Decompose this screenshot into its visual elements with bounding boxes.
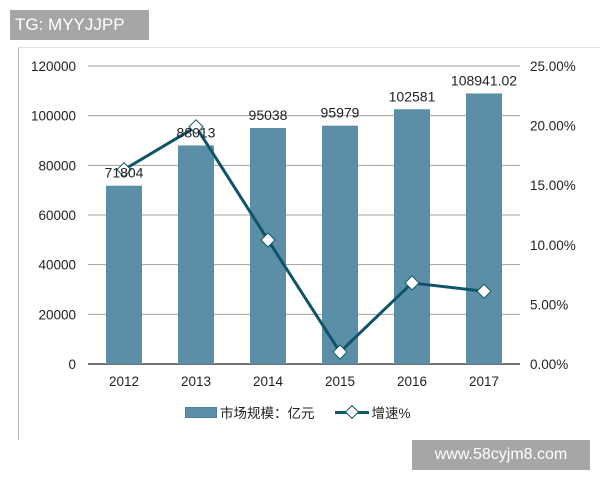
diamond-marker-icon — [260, 232, 276, 248]
x-tick-label: 2013 — [181, 374, 211, 389]
y-left-tick: 100000 — [31, 109, 76, 124]
bar — [178, 145, 214, 364]
growth-line — [123, 125, 485, 354]
diamond-marker-icon — [476, 283, 492, 299]
chart-frame — [18, 47, 600, 440]
y-right-tick: 25.00% — [530, 59, 576, 74]
legend-line-swatch — [334, 404, 369, 420]
bar — [322, 125, 358, 364]
diamond-marker-icon — [188, 119, 204, 135]
y-right-tick: 15.00% — [530, 178, 576, 193]
bar — [106, 185, 142, 364]
bar — [394, 109, 430, 364]
y-right-tick: 0.00% — [530, 357, 568, 372]
bar-value-label: 71804 — [105, 165, 144, 181]
legend-bar-label: 市场规模：亿元 — [220, 406, 315, 421]
x-tick-label: 2012 — [109, 374, 139, 389]
y-left-tick: 60000 — [38, 208, 76, 223]
y-right-tick: 5.00% — [530, 297, 568, 312]
y-right-tick: 20.00% — [530, 119, 576, 134]
y-right-tick: 10.00% — [530, 238, 576, 253]
y-left-tick: 120000 — [31, 59, 76, 74]
chart-legend: 市场规模：亿元 增速% — [185, 402, 411, 422]
bar-value-label: 88013 — [177, 124, 216, 140]
bar-value-label: 102581 — [389, 88, 436, 104]
x-tick-label: 2016 — [397, 374, 427, 389]
diamond-marker-icon — [332, 344, 348, 360]
bar-value-label: 95979 — [321, 105, 360, 121]
bar — [466, 93, 502, 364]
y-left-tick: 20000 — [38, 307, 76, 322]
legend-line-label: 增速% — [371, 406, 411, 421]
x-tick-label: 2015 — [325, 374, 355, 389]
legend-bar-swatch — [185, 406, 217, 418]
y-left-tick: 80000 — [38, 158, 76, 173]
y-left-tick: 40000 — [38, 258, 76, 273]
y-left-tick: 0 — [68, 357, 76, 372]
diamond-marker-icon — [344, 404, 359, 420]
diamond-marker-icon — [404, 275, 420, 291]
bar-value-label: 108941.02 — [451, 72, 517, 88]
x-tick-label: 2017 — [469, 374, 499, 389]
diamond-marker-icon — [116, 161, 132, 178]
bar-value-label: 95038 — [249, 107, 288, 123]
x-tick-label: 2014 — [253, 374, 284, 389]
watermark-bottom: www.58cyjm8.com — [412, 440, 590, 470]
watermark-top: TG: MYYJJPP — [10, 10, 149, 40]
